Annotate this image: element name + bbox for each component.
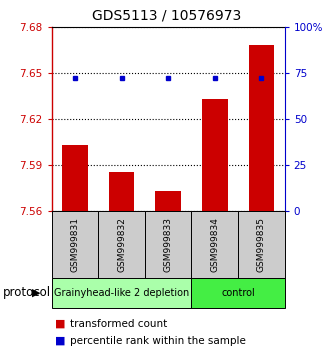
Text: ▶: ▶ (32, 288, 41, 298)
Text: GDS5113 / 10576973: GDS5113 / 10576973 (92, 9, 241, 23)
Text: control: control (221, 288, 255, 298)
Bar (109, 172, 134, 211)
Text: GSM999831: GSM999831 (70, 217, 80, 272)
Text: percentile rank within the sample: percentile rank within the sample (70, 336, 246, 346)
Text: transformed count: transformed count (70, 319, 167, 329)
Text: GSM999832: GSM999832 (117, 217, 126, 272)
Text: Grainyhead-like 2 depletion: Grainyhead-like 2 depletion (54, 288, 189, 298)
Text: GSM999833: GSM999833 (164, 217, 173, 272)
Text: ■: ■ (55, 319, 66, 329)
Text: GSM999835: GSM999835 (257, 217, 266, 272)
Bar (202, 99, 228, 211)
Bar (155, 191, 181, 211)
Bar (62, 145, 88, 211)
Text: protocol: protocol (3, 286, 52, 299)
Text: ■: ■ (55, 336, 66, 346)
Text: GSM999834: GSM999834 (210, 217, 219, 272)
Bar (248, 45, 274, 211)
